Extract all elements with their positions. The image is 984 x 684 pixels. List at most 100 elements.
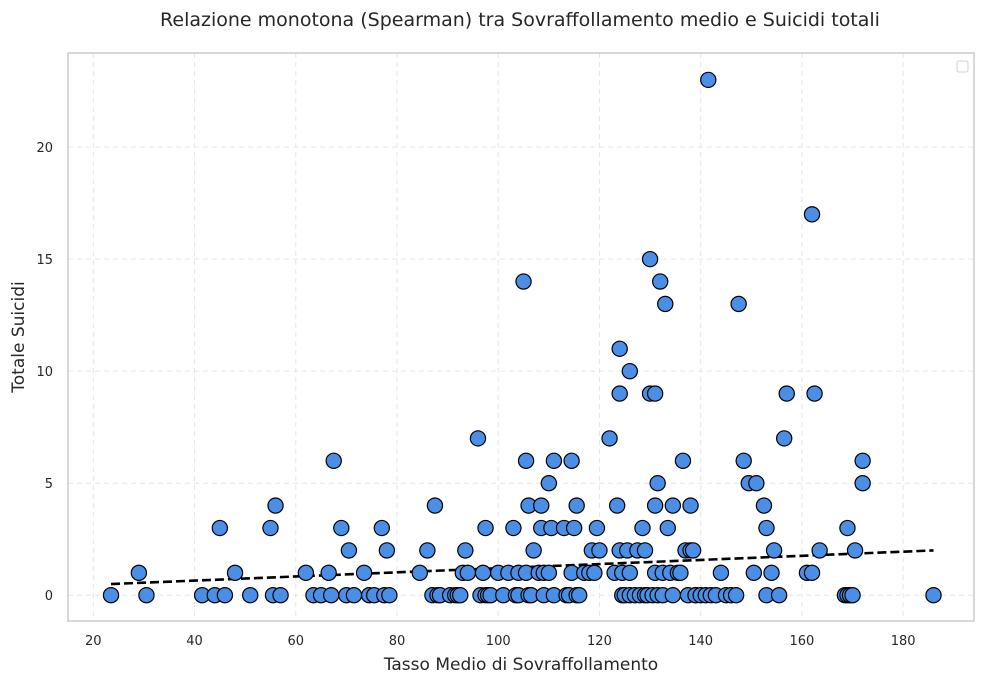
data-point — [925, 587, 942, 604]
data-point — [674, 452, 692, 469]
data-point — [419, 542, 436, 559]
y-tick-label: 10 — [36, 365, 53, 380]
data-point — [565, 519, 583, 537]
data-point — [611, 340, 628, 357]
data-point — [846, 542, 864, 559]
data-point — [130, 564, 148, 582]
x-tick-label: 180 — [891, 634, 916, 649]
data-point — [381, 587, 398, 604]
data-point — [355, 564, 373, 582]
data-point — [621, 564, 639, 582]
data-point — [545, 452, 563, 469]
data-point — [373, 519, 391, 537]
data-point — [844, 587, 861, 604]
data-point — [452, 587, 469, 604]
data-point — [426, 497, 444, 514]
data-point — [712, 564, 730, 582]
data-point — [735, 452, 752, 469]
legend-box — [956, 60, 969, 73]
x-tick-label: 140 — [688, 634, 713, 649]
data-point — [459, 564, 477, 582]
data-point — [765, 542, 783, 559]
y-axis-label: Totale Suicidi — [9, 281, 29, 393]
data-point — [657, 295, 674, 313]
plot-frame — [67, 52, 975, 622]
y-tick-label: 15 — [36, 253, 53, 268]
y-axis-ticks: 0 5 10 15 20 — [36, 141, 53, 604]
data-point — [854, 452, 871, 469]
x-tick-label: 40 — [186, 634, 203, 649]
data-point — [102, 587, 120, 604]
data-point — [322, 587, 340, 604]
y-tick-label: 0 — [45, 589, 53, 604]
data-point — [646, 497, 664, 514]
x-tick-label: 120 — [587, 634, 612, 649]
data-point — [505, 519, 522, 537]
y-tick-label: 5 — [45, 477, 53, 492]
x-tick-label: 160 — [789, 634, 814, 649]
data-point — [563, 452, 580, 469]
data-point — [611, 385, 628, 402]
data-point — [651, 273, 669, 290]
data-point — [533, 497, 550, 514]
data-point — [641, 250, 659, 268]
data-point — [325, 452, 342, 469]
data-point — [775, 430, 793, 447]
data-point — [515, 273, 532, 290]
data-point — [474, 564, 492, 582]
data-point — [568, 497, 585, 514]
data-point — [608, 497, 626, 514]
data-point — [586, 564, 603, 582]
data-point — [803, 564, 821, 582]
data-point — [806, 385, 823, 402]
x-tick-label: 60 — [287, 634, 304, 649]
x-tick-label: 20 — [85, 634, 102, 649]
grid-lines — [68, 53, 974, 621]
data-point — [457, 542, 474, 559]
data-point — [345, 587, 363, 604]
data-point — [621, 362, 639, 380]
data-point — [646, 385, 664, 402]
data-point — [226, 564, 244, 582]
data-point — [211, 519, 229, 537]
data-point — [659, 519, 676, 537]
data-point — [591, 542, 608, 559]
data-point — [730, 295, 747, 313]
x-tick-label: 100 — [486, 634, 511, 649]
data-point — [262, 519, 279, 537]
data-point — [748, 475, 765, 492]
chart-title: Relazione monotona (Spearman) tra Sovraf… — [160, 9, 880, 31]
data-point — [634, 519, 651, 537]
data-point — [525, 542, 542, 559]
data-point — [854, 475, 871, 492]
data-point — [684, 542, 702, 559]
data-point — [770, 587, 788, 604]
data-point — [340, 542, 358, 559]
data-point — [839, 519, 856, 537]
data-point — [778, 385, 795, 402]
data-point — [242, 587, 259, 604]
data-point — [297, 564, 315, 582]
data-point — [540, 475, 558, 492]
data-point — [755, 497, 773, 514]
data-point — [727, 587, 745, 604]
data-point — [664, 497, 682, 514]
data-point — [320, 564, 337, 582]
data-point — [216, 587, 234, 604]
data-point — [138, 587, 155, 604]
x-axis-label: Tasso Medio di Sovraffollamento — [383, 655, 658, 675]
data-point — [745, 564, 763, 582]
data-point — [378, 542, 396, 559]
data-point — [758, 519, 775, 537]
data-points — [102, 71, 942, 604]
data-point — [477, 519, 494, 537]
data-point — [588, 519, 606, 537]
data-point — [517, 452, 535, 469]
data-point — [682, 497, 699, 514]
data-point — [272, 587, 289, 604]
data-point — [333, 519, 350, 537]
data-point — [664, 587, 682, 604]
data-point — [540, 564, 558, 582]
x-tick-label: 80 — [389, 634, 406, 649]
